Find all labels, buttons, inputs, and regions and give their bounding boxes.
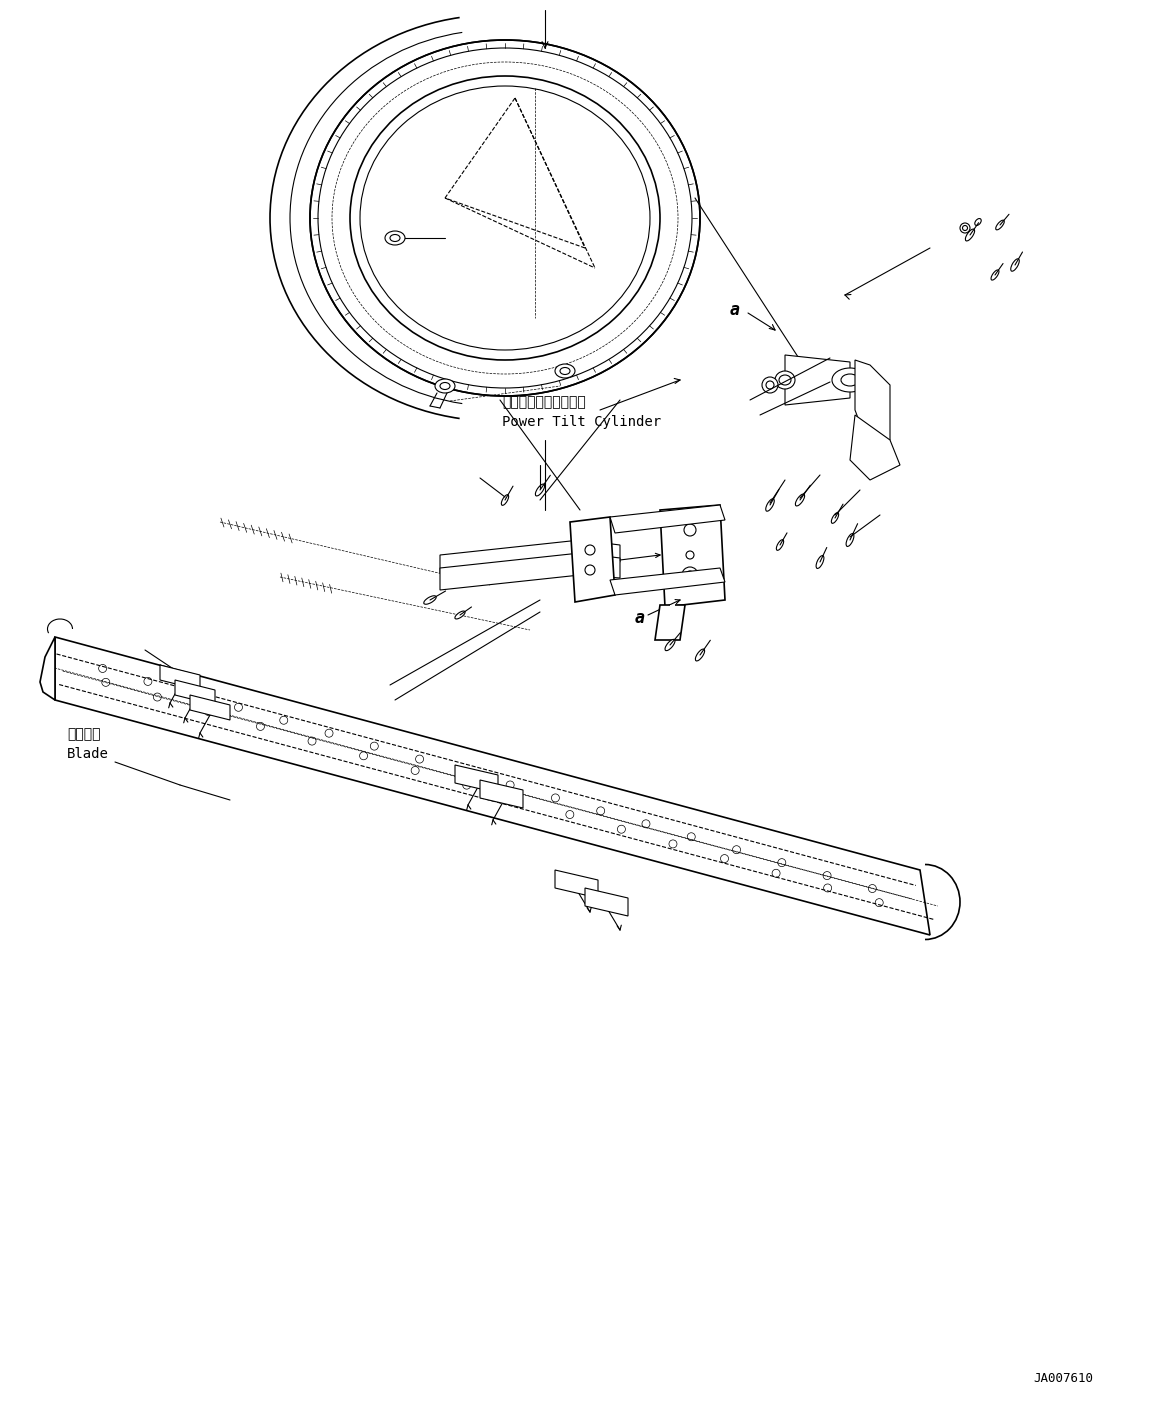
Ellipse shape — [795, 495, 805, 506]
Polygon shape — [440, 540, 620, 573]
Text: Power Tilt Cylinder: Power Tilt Cylinder — [502, 416, 661, 428]
Circle shape — [963, 225, 968, 231]
Polygon shape — [655, 604, 685, 640]
Ellipse shape — [832, 513, 839, 523]
Ellipse shape — [695, 650, 705, 661]
Ellipse shape — [535, 485, 544, 496]
Ellipse shape — [385, 231, 405, 245]
Ellipse shape — [555, 364, 575, 378]
Polygon shape — [570, 517, 615, 602]
Ellipse shape — [847, 534, 854, 547]
Polygon shape — [611, 504, 725, 533]
Polygon shape — [785, 355, 850, 404]
Polygon shape — [850, 416, 900, 480]
Polygon shape — [455, 765, 498, 793]
Ellipse shape — [996, 220, 1005, 230]
Ellipse shape — [779, 375, 791, 385]
Polygon shape — [55, 637, 930, 936]
Ellipse shape — [841, 373, 859, 386]
Ellipse shape — [777, 540, 784, 551]
Circle shape — [762, 378, 778, 393]
Ellipse shape — [455, 612, 465, 619]
Polygon shape — [190, 695, 230, 720]
Circle shape — [959, 223, 970, 232]
Text: JA007610: JA007610 — [1033, 1372, 1093, 1385]
Polygon shape — [585, 888, 628, 916]
Polygon shape — [480, 781, 523, 807]
Polygon shape — [555, 869, 598, 898]
Polygon shape — [40, 637, 55, 700]
Ellipse shape — [501, 495, 508, 506]
Polygon shape — [160, 665, 200, 690]
Ellipse shape — [440, 382, 450, 389]
Ellipse shape — [311, 39, 700, 396]
Text: a: a — [730, 302, 740, 318]
Text: パワーチルトシリンダ: パワーチルトシリンダ — [502, 395, 586, 409]
Ellipse shape — [816, 555, 823, 568]
Circle shape — [766, 380, 775, 389]
Text: a: a — [635, 609, 645, 627]
Text: Blade: Blade — [67, 747, 109, 761]
Ellipse shape — [561, 368, 570, 375]
Polygon shape — [659, 504, 725, 607]
Ellipse shape — [1011, 259, 1019, 271]
Ellipse shape — [765, 499, 775, 511]
Ellipse shape — [991, 271, 999, 280]
Polygon shape — [440, 552, 620, 590]
Polygon shape — [855, 361, 890, 449]
Ellipse shape — [435, 379, 455, 393]
Ellipse shape — [832, 368, 868, 392]
Polygon shape — [611, 568, 725, 595]
Ellipse shape — [775, 371, 795, 389]
Ellipse shape — [965, 230, 975, 241]
Ellipse shape — [423, 596, 436, 604]
Text: ブレード: ブレード — [67, 727, 100, 741]
Polygon shape — [174, 681, 215, 704]
Ellipse shape — [665, 640, 675, 651]
